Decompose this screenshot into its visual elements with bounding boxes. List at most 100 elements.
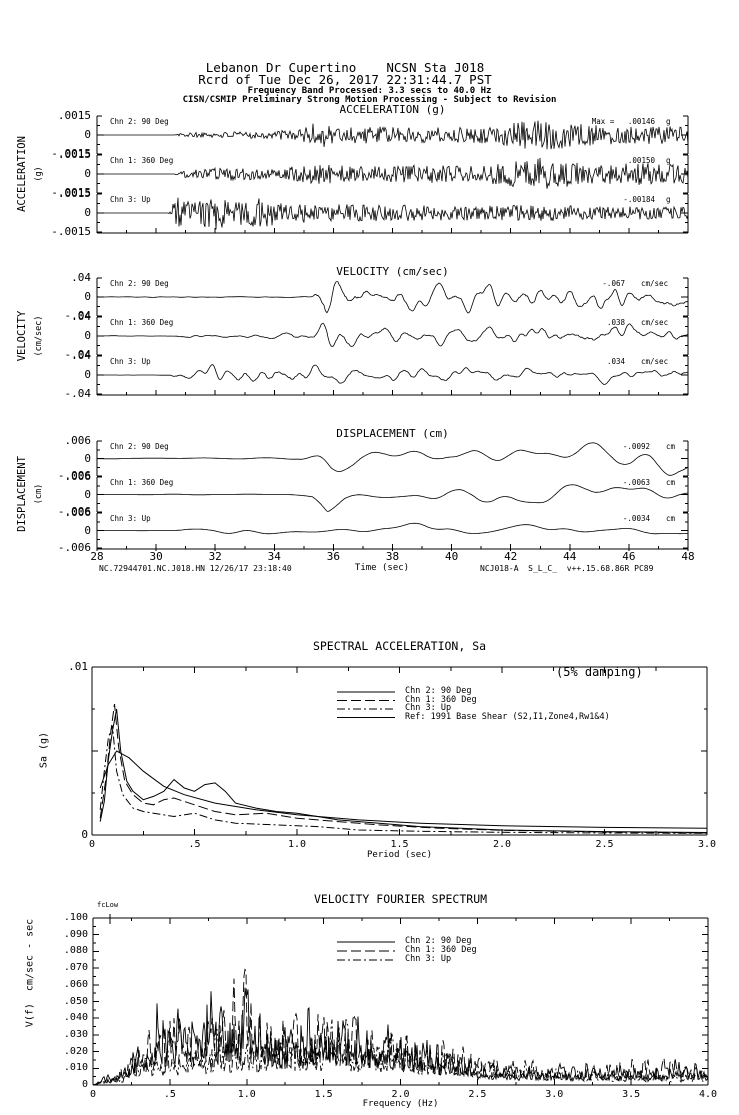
y-tick-label: .020 [63,1045,88,1057]
y-tick-label: -.04 [64,309,92,322]
x-tick-label: 2.0 [492,839,512,850]
peak-unit-label: cm/sec [641,357,669,366]
y-tick-label: .030 [63,1028,88,1040]
x-tick-label: 34 [267,550,281,563]
y-tick-label: .040 [63,1012,88,1024]
fourier-curve-0 [92,987,709,1086]
waveform-g1-s2 [97,364,688,386]
y-tick-label: 0 [84,487,91,501]
channel-label: Chn 3: Up [110,357,151,366]
y-tick-label: .080 [63,945,88,957]
y-tick-label: -.0015 [51,147,91,160]
y-tick-label: .04 [71,310,91,323]
frequency-axis-label: Frequency (Hz) [362,1099,439,1109]
channel-label: Chn 3: Up [110,195,151,204]
y-tick-label: .0015 [57,187,91,200]
y-tick-label: .010 [63,1062,88,1074]
channel-label: Chn 2: 90 Deg [110,442,169,451]
fourier-title: VELOCITY FOURIER SPECTRUM [313,892,488,906]
time-axis-label: Time (sec) [354,563,410,573]
peak-unit-label: cm/sec [641,279,669,288]
x-tick-label: 28 [90,550,104,563]
channel-label: Chn 2: 90 Deg [110,117,169,126]
waveform-g0-s2 [97,197,689,230]
y-tick-label: .070 [63,962,88,974]
peak-value-label: -.00184 [623,195,655,204]
displacement-axis-label: DISPLACEMENT [15,456,28,532]
processing-disclaimer: CISN/CSMIP Preliminary Strong Motion Pro… [182,95,557,105]
damping-annotation: (5% damping) [556,665,643,679]
y-tick-label: .01 [68,660,88,673]
y-tick-label: 0 [81,828,88,841]
x-tick-label: 1.0 [237,1089,256,1100]
y-tick-label: .0015 [57,109,91,122]
record-date: Rcrd of Tue Dec 26, 2017 22:31:44.7 PST [198,72,492,87]
sa-curve-0 [99,708,708,833]
waveform-g2-s2 [97,522,688,535]
x-tick-label: 3.0 [545,1089,564,1100]
legend-label: Chn 1: 360 Deg [405,945,477,955]
waveform-g1-s0 [97,281,689,314]
y-tick-label: 0 [81,1079,88,1090]
waveform-g2-s1 [97,484,689,512]
y-tick-label: -.006 [57,469,91,482]
peak-value-label: -.0034 [622,514,650,523]
station-title: Lebanon Dr Cupertino NCSN Sta J018 [205,60,485,75]
y-tick-label: 0 [84,290,91,303]
processing-version-footer: NCJ018-A S_L_C_ v++.15.68.86R PC89 [480,564,654,573]
y-tick-label: -.04 [64,387,92,400]
x-tick-label: 2.0 [391,1089,410,1100]
x-tick-label: 2.5 [468,1089,487,1100]
y-tick-label: .04 [71,349,91,362]
peak-unit-label: cm/sec [641,318,669,327]
peak-unit-label: cm [666,478,676,487]
y-tick-label: .050 [63,995,88,1007]
x-tick-label: 4.0 [698,1089,718,1100]
peak-unit-label: cm [666,514,676,523]
x-tick-label: 38 [385,550,400,563]
y-tick-label: .006 [64,506,92,519]
channel-label: Chn 1: 360 Deg [110,478,174,487]
x-tick-label: .5 [188,839,201,850]
peak-value-label: -.067 [602,279,625,288]
peak-value-label: .00150 [627,156,655,165]
y-tick-label: 0 [84,523,91,537]
y-tick-label: .0015 [57,148,91,161]
x-tick-label: 44 [563,550,577,563]
y-tick-label: .006 [64,470,92,483]
legend-label: Ref: 1991 Base Shear (S2,I1,Zone4,Rw1&4) [405,711,610,722]
peak-value-label: -.0092 [622,442,650,451]
period-axis-label: Period (sec) [366,850,433,860]
y-tick-label: 0 [84,128,91,141]
peak-value-label: -.0063 [622,478,650,487]
peak-unit-label: g [666,117,671,126]
waveform-g0-s0 [97,120,689,150]
waveform-g0-s1 [97,157,689,189]
x-tick-label: 3.5 [622,1089,641,1100]
y-tick-label: -.04 [64,348,92,361]
legend-label: Chn 3: Up [405,954,452,964]
y-tick-label: .060 [63,978,88,990]
sa-curve-1 [99,703,708,834]
fourier-curve-2 [92,1019,709,1086]
waveform-g1-s1 [96,322,689,347]
y-tick-label: -.006 [57,505,91,518]
y-tick-label: 0 [84,167,91,180]
peak-unit-label: g [666,195,671,204]
sa-axis-label: Sa (g) [38,731,50,769]
record-id-footer: NC.72944701.NC.J018.HN 12/26/17 23:18:40 [99,564,292,573]
x-tick-label: 0 [89,1089,97,1100]
x-tick-label: 1.0 [287,839,307,850]
y-tick-label: 0 [84,206,91,219]
y-tick-label: -.0015 [51,225,91,238]
frequency-band-note: Frequency Band Processed: 3.3 secs to 40… [247,86,492,96]
x-tick-label: 48 [681,550,695,563]
y-tick-label: -.006 [57,541,91,554]
y-tick-label: .04 [71,271,91,284]
x-tick-label: 1.5 [390,839,409,850]
x-tick-label: 3.0 [697,839,717,850]
channel-label: Chn 3: Up [110,514,151,523]
x-tick-label: 36 [326,550,341,563]
legend-label: Chn 2: 90 Deg [405,686,472,696]
